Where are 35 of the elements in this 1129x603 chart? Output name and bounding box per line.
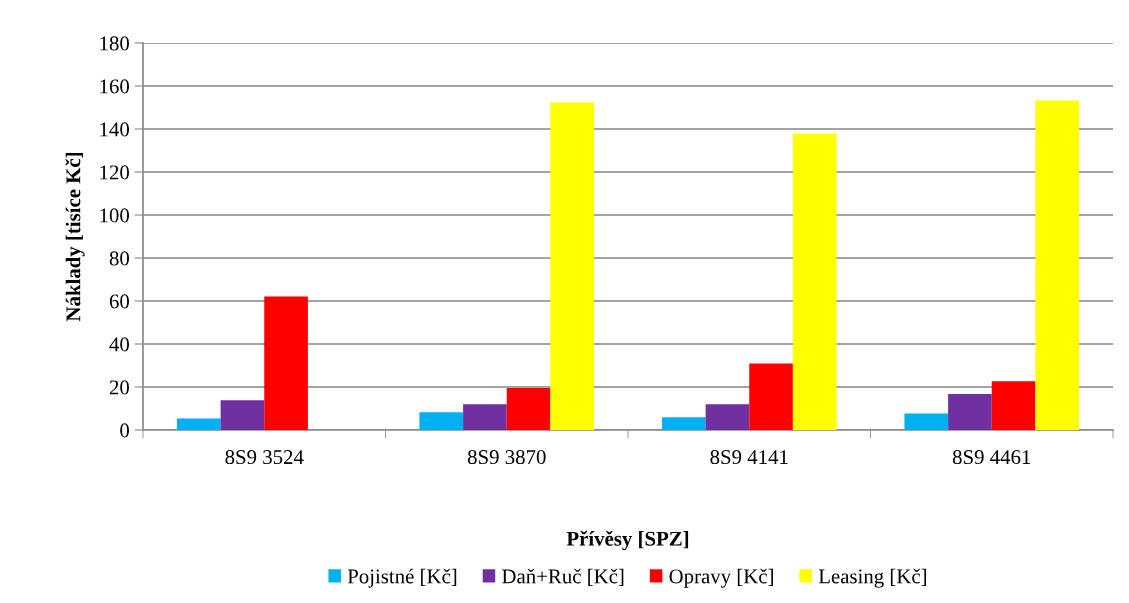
y-tick-label: 40 bbox=[109, 337, 130, 352]
bar bbox=[792, 133, 837, 430]
y-tick-label: 80 bbox=[109, 251, 130, 266]
x-tick-label: 8S9 3870 bbox=[467, 450, 546, 465]
bar bbox=[1035, 100, 1080, 430]
bar bbox=[948, 393, 992, 430]
y-tick-label: 160 bbox=[100, 79, 130, 94]
bar bbox=[661, 417, 706, 430]
y-tick-label: 0 bbox=[120, 423, 130, 438]
bar bbox=[506, 388, 551, 430]
bar bbox=[220, 400, 265, 430]
x-tick-label: 8S9 3524 bbox=[225, 450, 304, 465]
bar bbox=[749, 363, 793, 430]
y-tick-label: 140 bbox=[100, 122, 130, 137]
bar bbox=[463, 404, 507, 430]
y-tick-label: 60 bbox=[109, 294, 130, 309]
bar bbox=[419, 412, 464, 430]
x-tick-label: 8S9 4141 bbox=[710, 450, 788, 465]
y-axis-title: Náklady [tisíce Kč] bbox=[65, 152, 85, 322]
y-tick-label: 120 bbox=[100, 165, 130, 180]
x-axis-title: Přívěsy [SPZ] bbox=[566, 530, 689, 551]
x-tick-label: 8S9 4461 bbox=[952, 450, 1031, 465]
bar bbox=[991, 381, 1036, 430]
legend-label: Leasing [Kč] bbox=[818, 568, 926, 588]
y-tick-label: 100 bbox=[100, 208, 130, 223]
bar bbox=[550, 102, 595, 430]
legend-label: Pojistné [Kč] bbox=[347, 568, 457, 588]
y-tick-label: 180 bbox=[100, 36, 130, 51]
legend-label: Daň+Ruč [Kč] bbox=[502, 568, 624, 586]
legend-label: Opravy [Kč] bbox=[669, 568, 773, 588]
bar bbox=[904, 413, 949, 430]
bar bbox=[705, 404, 750, 430]
bar bbox=[264, 296, 308, 430]
bar bbox=[176, 418, 221, 430]
y-tick-label: 20 bbox=[109, 380, 130, 395]
